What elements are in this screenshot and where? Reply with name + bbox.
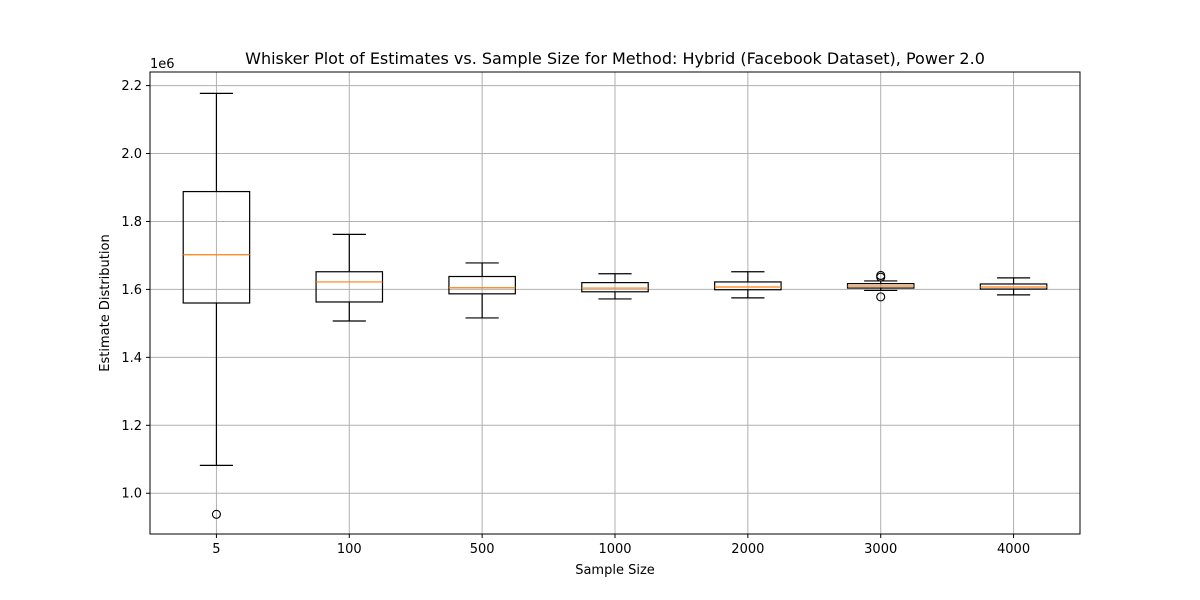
x-tick-label: 500 — [470, 542, 495, 557]
outlier-point — [211, 509, 221, 519]
y-axis-label: Estimate Distribution — [98, 234, 113, 371]
box-group-5 — [182, 92, 251, 519]
iqr-box — [448, 275, 516, 295]
y-tick-label: 1.0 — [121, 487, 142, 502]
y-axis-ticks: 1.0 1.2 1.4 1.6 1.8 2.0 2.2 — [121, 79, 150, 502]
iqr-box — [581, 282, 649, 293]
iqr-box — [315, 271, 384, 303]
y-tick-label: 2.0 — [121, 147, 142, 162]
y-tick-label: 1.2 — [121, 419, 142, 434]
y-offset-label: 1e6 — [150, 57, 175, 72]
box-group-4000 — [979, 277, 1048, 296]
x-tick-label: 4000 — [997, 542, 1030, 557]
y-tick-label: 1.6 — [121, 283, 142, 298]
box-group-100 — [315, 233, 384, 322]
box-group-3000 — [846, 270, 915, 302]
outlier-point — [876, 292, 886, 302]
y-tick-label: 1.4 — [121, 351, 142, 366]
iqr-box — [714, 281, 782, 291]
x-tick-label: 1000 — [598, 542, 631, 557]
x-axis-label: Sample Size — [575, 563, 655, 578]
outlier-point — [876, 270, 886, 281]
box-group-2000 — [714, 271, 782, 299]
x-tick-label: 100 — [337, 542, 362, 557]
iqr-box — [182, 190, 251, 304]
y-tick-label: 2.2 — [121, 79, 142, 94]
box-group-500 — [448, 262, 516, 319]
box-group-1000 — [581, 273, 649, 300]
x-tick-label: 5 — [212, 542, 220, 557]
chart-title: Whisker Plot of Estimates vs. Sample Siz… — [245, 49, 985, 68]
x-tick-label: 3000 — [864, 542, 897, 557]
x-axis-ticks: 5 100 500 1000 2000 3000 4000 — [212, 534, 1030, 557]
x-tick-label: 2000 — [731, 542, 764, 557]
box-series — [182, 92, 1048, 519]
y-tick-label: 1.8 — [121, 215, 142, 230]
grid-lines — [150, 72, 1080, 534]
